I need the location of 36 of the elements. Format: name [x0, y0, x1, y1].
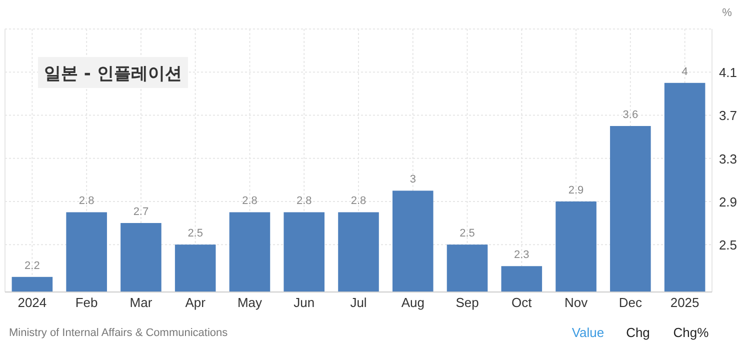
- x-tick-label: 2024: [18, 295, 47, 310]
- data-label: 2.8: [242, 195, 258, 208]
- y-tick-label: 2.9: [718, 194, 738, 210]
- x-tick-label: Sep: [456, 295, 479, 310]
- x-tick-label: 2025: [670, 295, 700, 310]
- y-tick-label: 3.7: [718, 108, 738, 124]
- x-tick-label: Aug: [401, 295, 424, 310]
- data-label: 2.8: [350, 195, 366, 208]
- data-label: 2.7: [133, 206, 149, 218]
- x-tick-label: Oct: [512, 295, 532, 310]
- y-axis-title: %: [722, 7, 732, 19]
- tab-button[interactable]: Chg%: [673, 325, 709, 340]
- data-label: 3: [410, 174, 416, 186]
- data-label: 2.3: [514, 249, 530, 262]
- x-tick-label: Apr: [185, 295, 206, 310]
- x-tick-label: May: [237, 295, 263, 310]
- x-tick-label: Mar: [130, 295, 153, 310]
- x-tick-label: Nov: [564, 295, 588, 310]
- y-tick-label: 4.1: [718, 65, 738, 80]
- text: 일본 - 인플레이션: [44, 64, 182, 84]
- x-tick-label: Feb: [75, 295, 98, 310]
- y-tick-label: 2.5: [718, 238, 738, 253]
- data-label: 2.8: [78, 195, 94, 208]
- y-tick-label: 3.3: [718, 151, 738, 166]
- data-label: 4: [682, 66, 688, 78]
- data-label: 2.5: [460, 228, 475, 240]
- x-tick-label: Dec: [618, 295, 642, 310]
- x-tick-label: Jul: [350, 295, 367, 310]
- text: Ministry of Internal Affairs & Communications: [9, 327, 228, 339]
- data-label: 2.8: [296, 195, 312, 208]
- x-tick-label: Jun: [294, 295, 315, 310]
- data-label: 2.5: [188, 228, 203, 240]
- data-label: 2.9: [568, 184, 584, 196]
- data-label: 2.2: [24, 260, 40, 272]
- tab-button[interactable]: Chg: [626, 325, 650, 340]
- data-label: 3.6: [622, 109, 638, 122]
